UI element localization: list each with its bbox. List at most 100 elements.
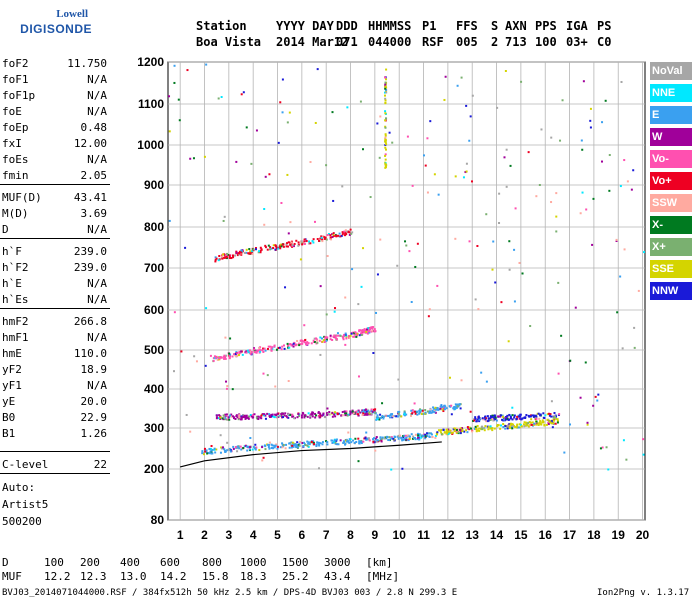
trace-point — [484, 418, 487, 421]
trace-point — [259, 349, 262, 352]
trace-point — [372, 440, 375, 443]
hdr2-cell-7: 713 — [505, 35, 527, 49]
trace-point — [228, 254, 231, 257]
trace-point — [363, 328, 366, 331]
trace-point — [326, 336, 329, 339]
trace-point — [486, 415, 489, 418]
trace-point — [381, 415, 384, 418]
trace-point — [295, 444, 298, 447]
trace-point — [384, 133, 387, 136]
trace-point — [373, 330, 376, 333]
trace-point — [393, 435, 396, 438]
noise-point — [365, 431, 368, 434]
noise-point — [404, 240, 407, 243]
trace-point — [501, 415, 504, 418]
trace-point — [259, 416, 262, 419]
trace-point — [280, 348, 283, 351]
hdr2-cell-9: 03+ — [566, 35, 588, 49]
trace-point — [312, 241, 315, 244]
trace-point — [373, 441, 376, 444]
x-tick-label: 7 — [323, 528, 330, 542]
trace-point — [443, 431, 446, 434]
trace-point — [252, 445, 255, 448]
x-tick-label: 2 — [201, 528, 208, 542]
trace-point — [424, 435, 427, 438]
trace-point — [332, 335, 335, 338]
trace-point — [225, 252, 228, 255]
distance-value: 3000 — [324, 556, 351, 569]
noise-point — [589, 107, 592, 110]
trace-point — [376, 414, 379, 417]
noise-point — [424, 164, 427, 167]
trace-point — [525, 421, 528, 424]
noise-point — [378, 156, 381, 159]
trace-point — [418, 438, 421, 441]
trace-point — [276, 412, 279, 415]
trace-point — [359, 329, 362, 332]
trace-point — [321, 443, 324, 446]
noise-point — [427, 315, 430, 318]
trace-point — [296, 339, 299, 342]
noise-point — [332, 199, 335, 202]
version-label: Ion2Png v. 1.3.17 — [597, 588, 690, 598]
x-tick-label: 11 — [417, 528, 430, 542]
trace-point — [364, 408, 367, 411]
param-row: MUF(D) 43.41 — [2, 190, 107, 205]
trace-point — [413, 437, 416, 440]
trace-point — [276, 416, 279, 419]
trace-point — [255, 446, 258, 449]
noise-point — [414, 265, 417, 268]
trace-point — [253, 349, 256, 352]
legend-item-x: X+ — [650, 238, 692, 256]
hdr1-cell-9: IGA — [566, 19, 588, 33]
x-tick-label: 12 — [441, 528, 455, 542]
trace-point — [360, 331, 363, 334]
trace-point — [281, 243, 284, 246]
trace-point — [541, 419, 544, 422]
trace-point — [236, 254, 239, 257]
distance-value: 400 — [120, 556, 140, 569]
trace-point — [273, 345, 276, 348]
trace-point — [243, 251, 246, 254]
muf-value: 18.3 — [240, 570, 267, 583]
trace-point — [401, 438, 404, 441]
trace-point — [232, 256, 235, 259]
trace-point — [416, 432, 419, 435]
hdr2-cell-3: 044000 — [368, 35, 412, 49]
trace-point — [288, 346, 291, 349]
trace-point — [456, 403, 459, 406]
trace-point — [508, 425, 511, 428]
trace-point — [384, 112, 387, 115]
trace-point — [341, 411, 344, 414]
trace-point — [219, 417, 222, 420]
trace-point — [451, 432, 454, 435]
trace-point — [297, 445, 300, 448]
noise-point — [286, 173, 289, 176]
trace-point — [447, 428, 450, 431]
param-value: 22 — [93, 458, 107, 471]
trace-point — [332, 233, 335, 236]
trace-point — [304, 342, 307, 345]
trace-point — [288, 343, 291, 346]
trace-point — [493, 416, 496, 419]
trace-point — [402, 434, 405, 437]
param-row: foF1 N/A — [2, 72, 107, 87]
legend-item-nne: NNE — [650, 84, 692, 102]
param-row: foF2 11.750 — [2, 56, 107, 71]
trace-point — [509, 423, 512, 426]
trace-point — [434, 434, 437, 437]
trace-point — [365, 330, 368, 333]
trace-point — [556, 421, 559, 424]
trace-point — [264, 414, 267, 417]
trace-point — [417, 435, 420, 438]
trace-point — [277, 346, 280, 349]
trace-point — [301, 441, 304, 444]
trace-point — [240, 415, 243, 418]
noise-point — [615, 239, 618, 242]
trace-point — [348, 233, 351, 236]
trace-point — [230, 413, 233, 416]
trace-point — [206, 452, 209, 455]
trace-point — [455, 428, 458, 431]
trace-point — [387, 439, 390, 442]
trace-point — [379, 413, 382, 416]
